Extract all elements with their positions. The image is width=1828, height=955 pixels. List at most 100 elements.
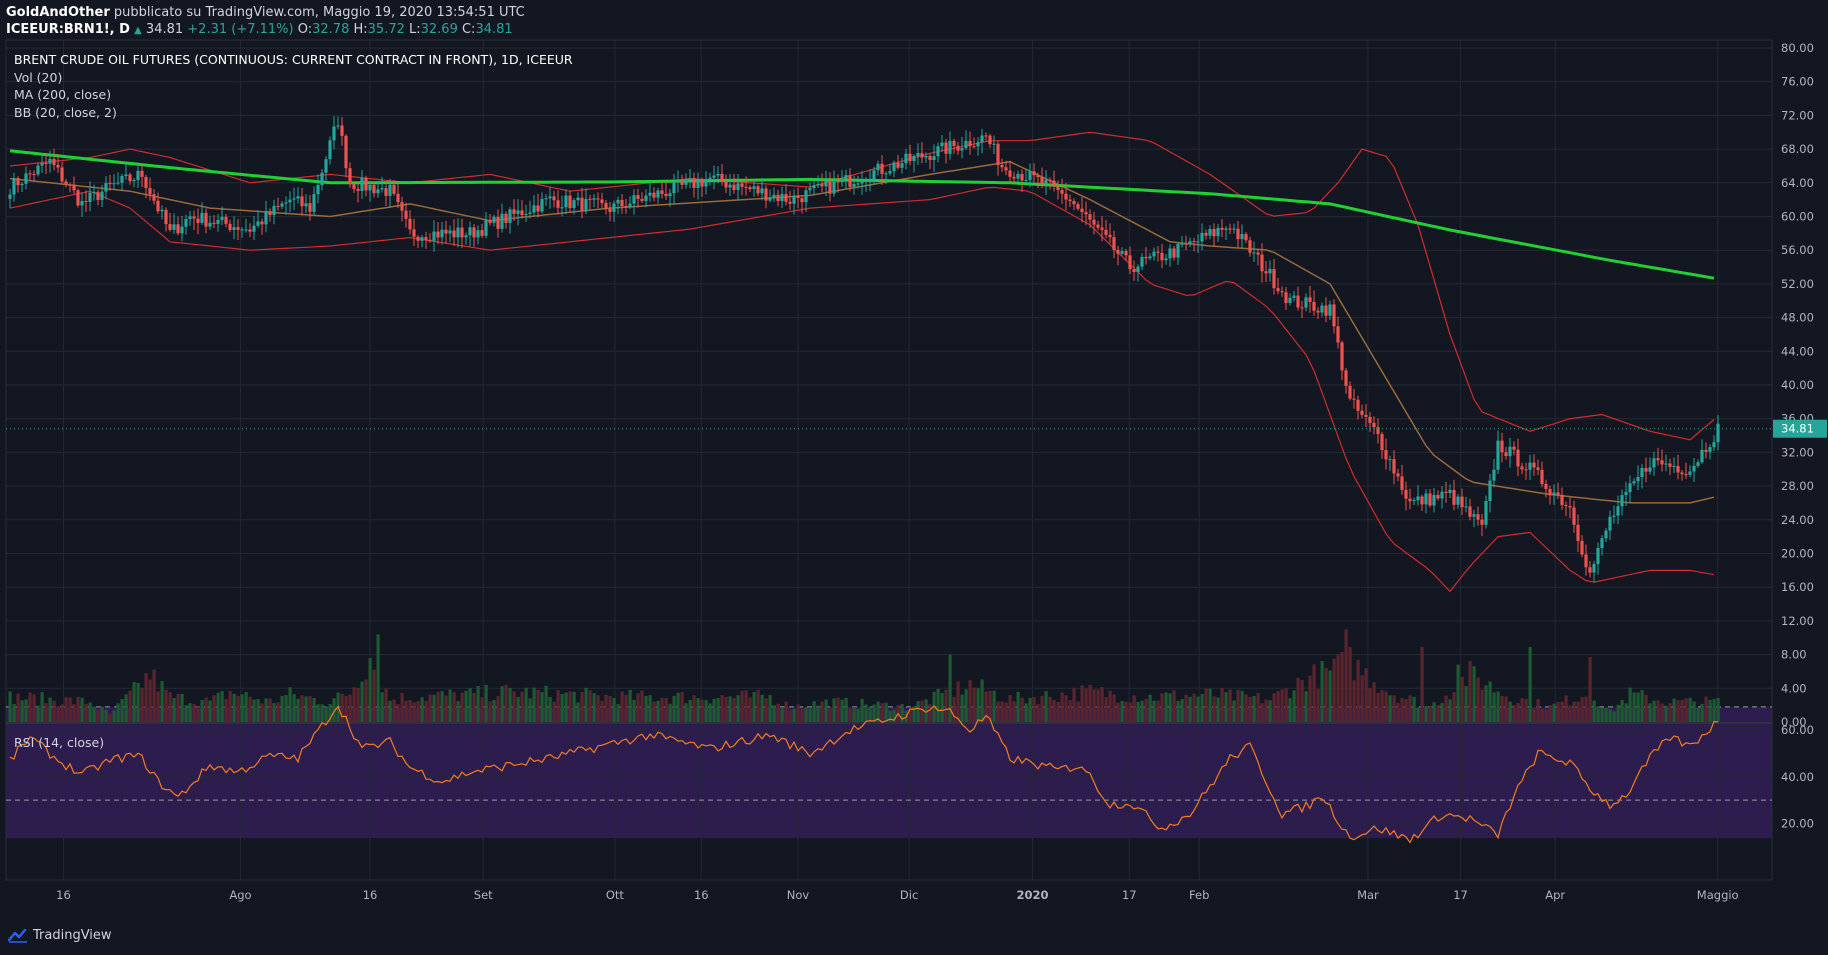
volume-bar [560,693,564,722]
volume-bar [556,690,560,722]
candle-body [996,143,1000,166]
volume-bar [372,669,376,722]
candle-body [108,183,112,185]
volume-bar [484,685,488,722]
volume-bar [848,708,852,722]
volume-bar [1628,687,1632,722]
candle-body [1104,229,1108,235]
volume-bar [488,701,492,722]
volume-bar [536,689,540,722]
candle-body [808,188,812,191]
candle-body [640,198,644,201]
volume-bar [1460,676,1464,722]
candle-body [812,185,816,189]
volume-bar [1276,690,1280,722]
tradingview-brand[interactable]: TradingView [8,928,112,943]
legend-bb[interactable]: BB (20, close, 2) [14,104,117,120]
volume-bar [608,695,612,722]
candle-body [1080,208,1084,213]
candle-body [208,222,212,227]
volume-bar [600,700,604,722]
volume-bar [940,693,944,722]
candle-body [924,155,928,158]
legend-rsi[interactable]: RSI (14, close) [14,735,105,750]
rsi-tick-label: 40.00 [1781,770,1814,784]
candle-body [852,183,856,187]
volume-bar [1336,654,1340,722]
volume-bar [884,702,888,722]
volume-bar [632,699,636,722]
volume-bar [1004,702,1008,722]
volume-bar [1520,698,1524,722]
volume-bar [1320,660,1324,722]
volume-bar [1444,695,1448,722]
volume-bar [996,701,1000,722]
candle-body [716,173,720,176]
candle-body [1572,507,1576,525]
publish-line: GoldAndOther pubblicato su TradingView.c… [6,4,525,21]
volume-bar [1236,689,1240,722]
volume-bar [260,703,264,722]
volume-bar [1204,688,1208,722]
candle-body [1604,530,1608,539]
candle-body [1380,434,1384,451]
volume-bar [748,697,752,722]
candle-body [1020,174,1024,181]
price-tick-label: 64.00 [1781,176,1814,190]
volume-bar [960,694,964,722]
volume-bar [504,685,508,722]
candle-body [1340,342,1344,371]
candle-body [304,203,308,207]
volume-bar [1404,699,1408,722]
volume-bar [1176,700,1180,722]
candle-body [156,200,160,212]
volume-bar [1588,657,1592,722]
volume-bar [948,654,952,722]
candle-body [632,195,636,204]
candle-body [1520,466,1524,470]
volume-bar [408,699,412,722]
volume-bar [780,708,784,722]
author-name[interactable]: GoldAndOther [6,5,110,20]
volume-bar [680,691,684,722]
volume-bar [160,680,164,722]
candle-body [616,199,620,204]
candle-body [100,191,104,200]
candle-body [1352,398,1356,400]
volume-bar [1292,690,1296,722]
candle-body [388,184,392,196]
volume-bar [1644,694,1648,722]
volume-bar [244,692,248,722]
candle-body [88,192,92,202]
candle-body [1668,463,1672,467]
candle-body [8,194,12,199]
time-tick-label: Maggio [1697,888,1739,902]
candle-body [1284,292,1288,303]
volume-bar [584,687,588,722]
volume-bar [472,692,476,722]
price-tick-label: 60.00 [1781,210,1814,224]
volume-bar [344,695,348,722]
price-tick-label: 24.00 [1781,513,1814,527]
volume-bar [1056,702,1060,722]
volume-bar [364,679,368,722]
candle-body [240,229,244,231]
candle-body [268,211,272,216]
volume-bar [676,692,680,722]
volume-bar [660,697,664,722]
volume-bar [1412,696,1416,722]
candle-body [1624,492,1628,496]
candle-body [1556,492,1560,495]
legend-ma[interactable]: MA (200, close) [14,87,112,102]
volume-bar [760,694,764,722]
volume-bar [912,706,916,722]
volume-bar [240,694,244,722]
legend-volume[interactable]: Vol (20) [14,69,63,85]
volume-bar [88,702,92,722]
volume-bar [908,708,912,722]
volume-bar [744,690,748,722]
symbol-label[interactable]: ICEEUR:BRN1!, D [6,22,130,37]
volume-bar [724,696,728,722]
volume-bar [1684,698,1688,722]
